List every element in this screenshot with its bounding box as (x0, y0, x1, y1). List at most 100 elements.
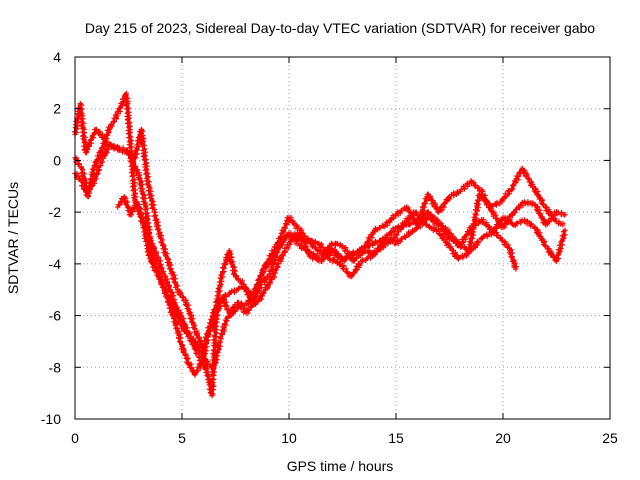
data-marker (467, 235, 474, 241)
data-marker (208, 386, 214, 392)
x-tick-label: 25 (602, 430, 618, 446)
x-axis-label: GPS time / hours (287, 458, 394, 474)
data-marker (137, 178, 144, 184)
data-marker (546, 218, 552, 224)
data-marker (188, 333, 194, 340)
x-tick-label: 10 (281, 430, 297, 446)
data-marker (512, 260, 519, 266)
data-marker (437, 232, 443, 238)
data-marker (221, 261, 227, 267)
data-marker (246, 307, 252, 313)
data-marker (127, 151, 133, 157)
data-marker (285, 245, 291, 251)
x-tick-label: 5 (178, 430, 186, 446)
data-marker (399, 223, 406, 229)
data-marker (513, 206, 520, 213)
data-marker (130, 188, 136, 194)
data-marker (334, 241, 341, 247)
data-marker (516, 169, 523, 175)
data-marker (232, 308, 238, 314)
axis-ticks: 0 5 10 15 20 25 -10 -8 -6 -4 -2 0 2 4 (41, 49, 618, 446)
data-marker (231, 307, 237, 314)
data-marker (131, 187, 137, 193)
data-marker (93, 127, 99, 133)
data-marker (558, 246, 564, 252)
data-marker (525, 176, 531, 182)
data-marker (439, 223, 446, 230)
data-marker (472, 207, 479, 213)
data-marker (377, 246, 383, 252)
data-marker (349, 273, 355, 279)
data-marker (449, 234, 456, 240)
data-marker (469, 224, 475, 230)
data-marker (489, 203, 495, 209)
data-marker (279, 252, 285, 258)
x-tick-label: 20 (495, 430, 511, 446)
data-marker (550, 254, 556, 260)
data-marker (497, 219, 503, 226)
data-marker (505, 188, 511, 194)
series-trace-4 (115, 194, 519, 371)
data-marker (227, 258, 233, 264)
data-marker (143, 238, 149, 245)
data-marker (137, 211, 143, 217)
data-marker (312, 245, 319, 251)
data-marker (548, 213, 554, 219)
data-marker (271, 274, 278, 280)
data-marker (184, 356, 191, 362)
data-marker (329, 241, 335, 248)
chart-title: Day 215 of 2023, Sidereal Day-to-day VTE… (85, 20, 595, 36)
data-marker (450, 251, 456, 257)
data-marker (532, 202, 538, 208)
y-tick-label: -8 (49, 359, 62, 375)
data-marker (530, 184, 536, 190)
data-marker (218, 331, 225, 337)
data-marker (444, 198, 450, 204)
data-marker (147, 227, 153, 233)
data-marker (464, 181, 470, 187)
data-marker (494, 215, 500, 221)
data-marker (211, 307, 217, 313)
data-marker (213, 341, 219, 347)
data-marker (98, 145, 104, 151)
data-marker (108, 122, 114, 128)
data-series (71, 90, 568, 399)
data-marker (177, 331, 183, 338)
data-marker (442, 224, 449, 231)
data-marker (172, 301, 178, 307)
data-marker (234, 305, 240, 311)
y-tick-label: 2 (53, 101, 61, 117)
data-marker (99, 156, 105, 162)
data-marker (124, 148, 130, 154)
data-point (513, 266, 519, 272)
data-marker (223, 299, 229, 305)
data-marker (203, 348, 209, 354)
data-marker (289, 236, 295, 242)
data-marker (499, 197, 505, 203)
data-marker (180, 348, 187, 355)
data-marker (252, 300, 258, 306)
data-marker (128, 159, 134, 165)
data-marker (472, 241, 478, 247)
data-marker (207, 320, 213, 327)
data-marker (440, 233, 446, 239)
data-marker (274, 254, 280, 260)
data-marker (132, 179, 138, 186)
data-marker (116, 202, 122, 208)
data-marker (196, 357, 202, 363)
data-marker (549, 251, 555, 257)
data-marker (369, 235, 375, 241)
data-marker (472, 182, 478, 188)
data-marker (145, 252, 151, 258)
data-marker (123, 106, 130, 112)
data-marker (143, 171, 149, 177)
data-marker (164, 279, 171, 285)
data-marker (540, 201, 546, 207)
data-marker (465, 249, 471, 255)
data-marker (353, 255, 360, 261)
data-marker (210, 347, 216, 353)
data-marker (543, 208, 549, 214)
data-marker (347, 254, 353, 261)
data-marker (281, 236, 288, 242)
data-marker (545, 211, 551, 217)
